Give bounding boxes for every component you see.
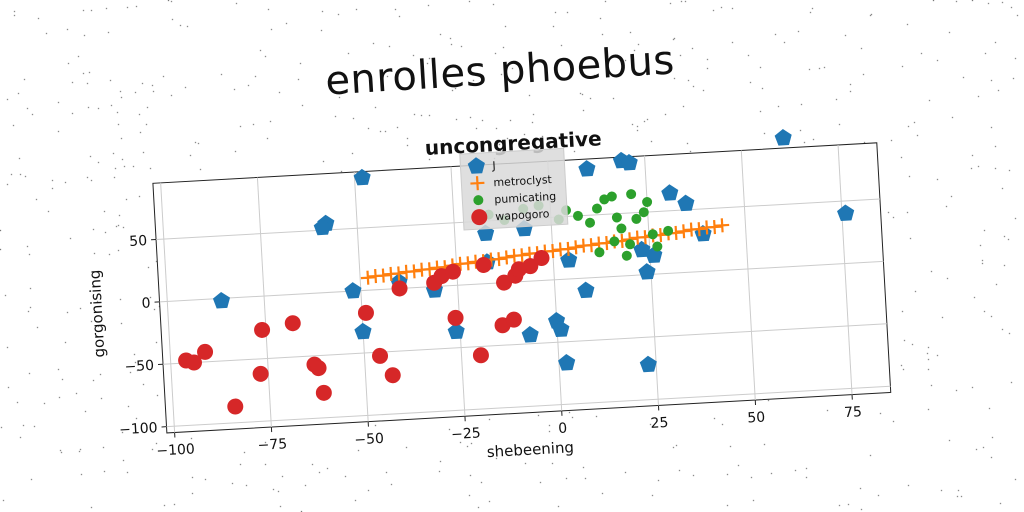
x-tick-label: 0 bbox=[558, 421, 568, 437]
x-tick-label: −25 bbox=[451, 425, 481, 443]
x-tick-label: −50 bbox=[354, 431, 384, 449]
y-axis-label: gorgonising bbox=[86, 269, 109, 358]
y-tick-label: −50 bbox=[124, 358, 154, 376]
y-tick-label: −100 bbox=[119, 420, 158, 438]
x-tick-label: 50 bbox=[747, 410, 766, 427]
y-tick-label: 0 bbox=[141, 295, 151, 311]
data-point bbox=[774, 129, 792, 146]
legend-label: J bbox=[491, 159, 496, 172]
x-tick-label: 25 bbox=[650, 415, 669, 432]
x-tick-label: −75 bbox=[257, 436, 287, 454]
x-tick-label: 75 bbox=[844, 404, 863, 421]
x-axis-label: shebeening bbox=[486, 438, 574, 461]
x-tick-label: −100 bbox=[156, 441, 195, 459]
y-tick-label: 50 bbox=[129, 233, 148, 250]
